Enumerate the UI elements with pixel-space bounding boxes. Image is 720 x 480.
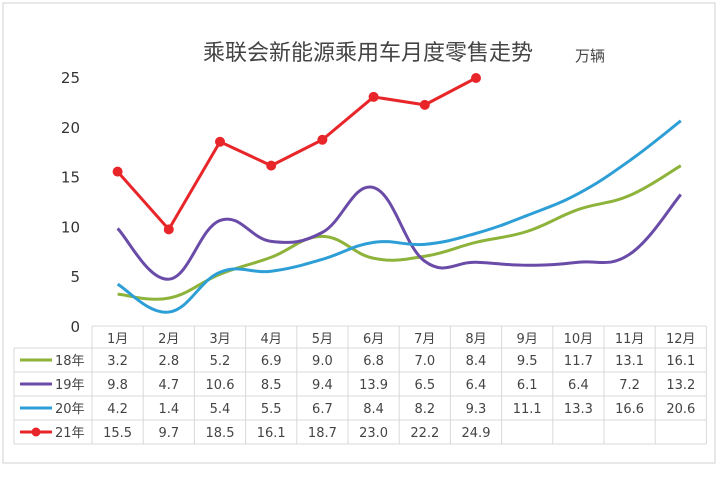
x-category-label: 3月 bbox=[209, 332, 230, 347]
x-category-label: 10月 bbox=[564, 332, 594, 347]
table-cell: 7.2 bbox=[619, 378, 640, 393]
table-cell: 6.9 bbox=[261, 354, 282, 369]
x-category-label: 8月 bbox=[465, 332, 486, 347]
unit-label: 万辆 bbox=[575, 47, 605, 65]
table-cell: 9.7 bbox=[158, 426, 179, 441]
table-cell: 16.1 bbox=[666, 354, 695, 369]
series-line-20年 bbox=[116, 119, 682, 314]
table-cell: 8.2 bbox=[414, 402, 435, 417]
series-line-19年 bbox=[116, 185, 682, 281]
table-cell: 6.4 bbox=[568, 378, 589, 393]
table-cell: 5.5 bbox=[261, 402, 282, 417]
chart-title: 乘联会新能源乘用车月度零售走势 bbox=[203, 41, 533, 66]
data-point bbox=[317, 134, 328, 145]
table-cell: 6.8 bbox=[363, 354, 384, 369]
table-cell: 2.8 bbox=[158, 354, 179, 369]
x-category-label: 11月 bbox=[615, 332, 645, 347]
legend-marker bbox=[31, 427, 41, 437]
x-category-label: 12月 bbox=[666, 332, 696, 347]
series-line-21年 bbox=[116, 76, 477, 231]
table-cell: 11.1 bbox=[513, 402, 542, 417]
table-cell: 4.2 bbox=[107, 402, 128, 417]
table-cell: 16.1 bbox=[257, 426, 286, 441]
y-tick-label: 0 bbox=[70, 318, 80, 336]
table-cell: 7.0 bbox=[414, 354, 435, 369]
table-cell: 18.7 bbox=[308, 426, 337, 441]
x-category-label: 2月 bbox=[158, 332, 179, 347]
table-cell: 20.6 bbox=[666, 402, 695, 417]
table-cell: 9.5 bbox=[517, 354, 538, 369]
table-cell: 8.4 bbox=[466, 354, 487, 369]
table-cell: 6.5 bbox=[414, 378, 435, 393]
x-category-label: 9月 bbox=[517, 332, 538, 347]
table-cell: 11.7 bbox=[564, 354, 593, 369]
y-tick-label: 20 bbox=[61, 119, 80, 137]
y-tick-label: 10 bbox=[61, 218, 80, 236]
table-cell: 8.4 bbox=[363, 402, 384, 417]
data-point bbox=[215, 136, 225, 147]
x-category-label: 7月 bbox=[414, 332, 435, 347]
table-cell: 9.8 bbox=[107, 378, 128, 393]
data-point bbox=[266, 160, 277, 171]
y-tick-label: 15 bbox=[61, 169, 80, 187]
table-cell: 13.3 bbox=[564, 402, 593, 417]
table-cell: 10.6 bbox=[206, 378, 235, 393]
table-cell: 3.2 bbox=[107, 354, 128, 369]
table-cell: 6.4 bbox=[466, 378, 487, 393]
legend-label: 20年 bbox=[55, 402, 85, 417]
table-cell: 13.9 bbox=[359, 378, 388, 393]
table-cell: 22.2 bbox=[410, 426, 439, 441]
table-cell: 4.7 bbox=[158, 378, 179, 393]
table-cell: 6.1 bbox=[517, 378, 538, 393]
table-cell: 1.4 bbox=[158, 402, 179, 417]
y-tick-label: 25 bbox=[61, 69, 80, 87]
table-cell: 6.7 bbox=[312, 402, 333, 417]
table-cell: 13.1 bbox=[615, 354, 644, 369]
chart-border bbox=[2, 2, 716, 464]
data-point bbox=[419, 99, 430, 110]
table-cell: 9.4 bbox=[312, 378, 333, 393]
x-category-label: 1月 bbox=[107, 332, 128, 347]
table-cell: 8.5 bbox=[261, 378, 282, 393]
data-point bbox=[163, 224, 174, 235]
table-cell: 18.5 bbox=[206, 426, 235, 441]
table-cell: 13.2 bbox=[666, 378, 695, 393]
y-tick-label: 5 bbox=[70, 268, 80, 286]
table-cell: 5.2 bbox=[210, 354, 231, 369]
x-category-label: 5月 bbox=[312, 332, 333, 347]
table-cell: 5.4 bbox=[210, 402, 231, 417]
table-cell: 9.0 bbox=[312, 354, 333, 369]
legend-label: 21年 bbox=[55, 426, 85, 441]
table-cell: 9.3 bbox=[466, 402, 487, 417]
table-cell: 23.0 bbox=[359, 426, 388, 441]
data-point bbox=[112, 166, 123, 177]
data-point bbox=[471, 72, 481, 83]
x-category-label: 6月 bbox=[363, 332, 384, 347]
x-category-label: 4月 bbox=[261, 332, 282, 347]
table-cell: 16.6 bbox=[615, 402, 644, 417]
data-point bbox=[368, 91, 379, 102]
legend-label: 19年 bbox=[55, 378, 85, 393]
legend-label: 18年 bbox=[55, 354, 85, 369]
table-cell: 15.5 bbox=[103, 426, 132, 441]
table-cell: 24.9 bbox=[462, 426, 491, 441]
